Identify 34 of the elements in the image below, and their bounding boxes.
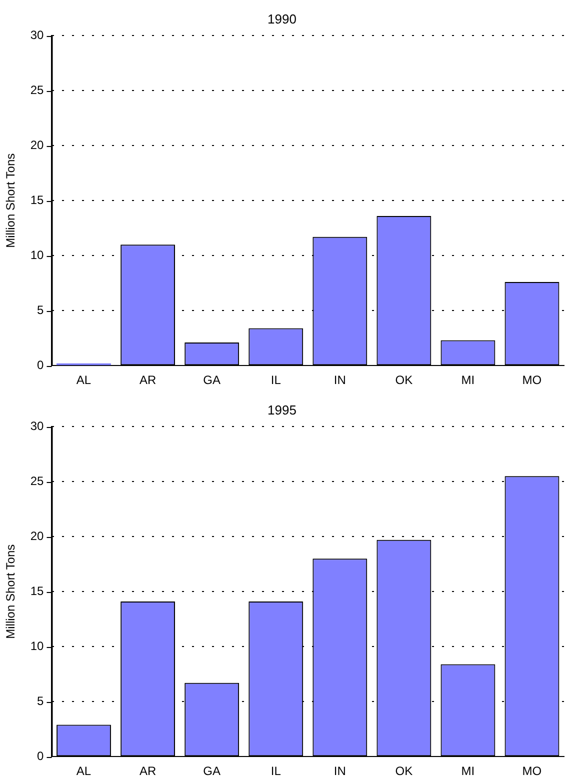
- x-tick-label: OK: [395, 373, 413, 388]
- y-tick-label: 5: [37, 694, 44, 708]
- y-tick-label: 5: [37, 302, 44, 317]
- x-tick-label: AR: [139, 373, 156, 388]
- x-tick-label: IN: [334, 373, 346, 388]
- x-tick-label: OK: [395, 764, 413, 778]
- chart-title: 1990: [268, 11, 296, 26]
- y-axis-title: Million Short Tons: [4, 544, 18, 639]
- x-tick-label: MO: [522, 373, 542, 388]
- y-tick-label: 20: [30, 528, 44, 543]
- y-tick-label: 30: [30, 418, 44, 433]
- y-tick-label: 25: [30, 474, 44, 488]
- x-tick-label: MO: [522, 764, 542, 778]
- x-tick-label: GA: [203, 373, 220, 388]
- x-tick-label: IL: [270, 373, 282, 388]
- x-tick-label: IL: [270, 764, 282, 778]
- y-tick-label: 15: [30, 584, 44, 598]
- y-tick-label: 20: [30, 138, 44, 152]
- x-tick-label: IN: [334, 764, 346, 778]
- x-tick-label: AL: [76, 764, 92, 778]
- x-tick-label: AR: [139, 764, 156, 778]
- x-tick-label: GA: [203, 764, 220, 778]
- x-tick-label: MI: [461, 764, 475, 778]
- x-tick-label: AL: [76, 373, 92, 388]
- y-axis-title: Million Short Tons: [4, 153, 18, 248]
- x-tick-label: MI: [461, 373, 475, 388]
- y-tick-label: 15: [30, 192, 44, 207]
- chart-title: 1995: [268, 402, 296, 418]
- y-tick-label: 10: [30, 248, 44, 262]
- y-tick-label: 25: [30, 82, 44, 97]
- y-tick-label: 0: [37, 358, 44, 372]
- y-tick-label: 10: [30, 638, 44, 653]
- y-tick-label: 0: [37, 748, 44, 763]
- y-tick-label: 30: [30, 28, 44, 42]
